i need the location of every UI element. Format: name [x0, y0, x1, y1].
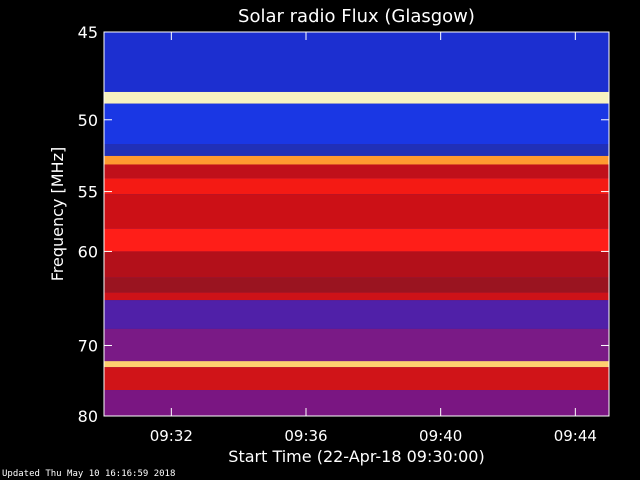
y-tick-label-55: 55 — [78, 183, 98, 202]
x-tick-label-1: 09:36 — [284, 427, 327, 445]
band-15 — [104, 367, 609, 391]
band-10 — [104, 277, 609, 293]
x-axis-label: Start Time (22-Apr-18 09:30:00) — [228, 447, 484, 466]
band-11 — [104, 292, 609, 301]
y-tick-label-45: 45 — [78, 23, 98, 42]
y-tick-label-50: 50 — [78, 111, 98, 130]
band-7 — [104, 194, 609, 229]
band-4 — [104, 155, 609, 165]
x-tick-label-2: 09:40 — [419, 427, 462, 445]
band-8 — [104, 228, 609, 252]
x-tick-label-0: 09:32 — [150, 427, 193, 445]
band-6 — [104, 178, 609, 195]
y-tick-label-70: 70 — [78, 336, 98, 355]
band-14 — [104, 361, 609, 368]
band-9 — [104, 251, 609, 278]
plot-frame — [103, 31, 610, 417]
band-16 — [104, 390, 609, 416]
band-12 — [104, 300, 609, 329]
chart-title: Solar radio Flux (Glasgow) — [238, 6, 475, 27]
band-0 — [104, 32, 609, 92]
band-1 — [104, 91, 609, 104]
band-3 — [104, 144, 609, 156]
y-tick-label-80: 80 — [78, 407, 98, 426]
y-tick-label-60: 60 — [78, 242, 98, 261]
band-2 — [104, 103, 609, 145]
band-5 — [104, 164, 609, 179]
updated-timestamp: Updated Thu May 10 16:16:59 2018 — [2, 469, 176, 479]
y-axis-label: Frequency [MHz] — [48, 147, 67, 281]
band-13 — [104, 328, 609, 362]
x-tick-label-3: 09:44 — [554, 427, 597, 445]
